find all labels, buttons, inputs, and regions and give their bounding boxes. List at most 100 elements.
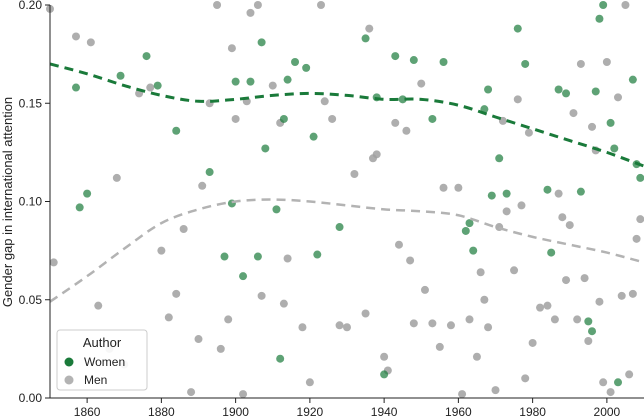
men-point [517, 201, 526, 210]
men-point [435, 342, 444, 351]
men-point [320, 97, 329, 106]
women-point [576, 187, 585, 196]
men-point [446, 321, 455, 330]
men-point [361, 309, 370, 318]
legend-title: Author [83, 335, 122, 350]
men-point [584, 337, 593, 346]
men-point [198, 181, 207, 190]
men-point [502, 207, 511, 216]
x-tick-label: 1940 [371, 405, 398, 417]
men-point [562, 276, 571, 285]
legend-women-label: Women [84, 355, 125, 369]
men-point [246, 8, 255, 17]
men-point [521, 374, 530, 383]
men-point [49, 258, 58, 267]
trend-lines [49, 62, 644, 303]
men-point [187, 388, 196, 397]
women-point [380, 370, 389, 379]
men-point [528, 338, 537, 347]
women-point [261, 144, 270, 153]
men-point [279, 299, 288, 308]
men-point [513, 95, 522, 104]
women-point [465, 219, 474, 228]
men-point [621, 1, 630, 9]
men-point [257, 291, 266, 300]
women-point [502, 189, 511, 198]
men-point [283, 254, 292, 263]
men-point [86, 38, 95, 47]
legend-men-label: Men [84, 373, 107, 387]
women-points [71, 1, 644, 387]
men-point [239, 390, 248, 399]
men-point [576, 59, 585, 68]
men-point [524, 128, 533, 137]
men-point [595, 297, 604, 306]
men-point [157, 246, 166, 255]
women-point [588, 327, 597, 336]
women-point [391, 52, 400, 61]
women-point [495, 154, 504, 163]
women-point [272, 205, 281, 214]
women-point [279, 114, 288, 123]
men-point [510, 266, 519, 275]
women-point [253, 252, 262, 261]
men-point [602, 57, 611, 66]
men-point [328, 114, 337, 123]
men-point [476, 268, 485, 277]
legend-women-marker [64, 357, 74, 367]
men-point [394, 240, 403, 249]
x-tick-label: 1900 [222, 405, 249, 417]
women-point [469, 246, 478, 255]
women-point [439, 57, 448, 66]
women-point [636, 173, 644, 182]
men-point [365, 24, 374, 33]
men-point [253, 1, 262, 9]
men-point [179, 225, 188, 234]
men-trend-line [49, 198, 644, 303]
men-point [491, 386, 500, 395]
women-point [283, 75, 292, 84]
women-point [614, 378, 623, 387]
women-point [584, 317, 593, 326]
men-point [558, 213, 567, 222]
men-point [420, 285, 429, 294]
y-tick-label: 0.05 [19, 293, 43, 307]
women-point [562, 89, 571, 98]
women-point [610, 144, 619, 153]
men-point [465, 315, 474, 324]
men-point [628, 289, 637, 298]
women-point [591, 87, 600, 96]
y-tick-label: 0.00 [19, 391, 43, 405]
x-tick-label: 1980 [519, 405, 546, 417]
women-point [461, 226, 470, 235]
women-point [313, 250, 322, 259]
men-point [565, 221, 574, 230]
men-point [472, 352, 481, 361]
men-point [298, 323, 307, 332]
men-point [268, 81, 277, 90]
y-tick-label: 0.15 [19, 96, 43, 110]
men-point [606, 388, 615, 397]
men-point [614, 93, 623, 102]
women-point [484, 85, 493, 94]
men-point [146, 83, 155, 92]
women-point [71, 83, 80, 92]
men-point [372, 150, 381, 159]
men-point [227, 44, 236, 53]
men-point [224, 315, 233, 324]
women-point [599, 1, 608, 9]
men-point [216, 344, 225, 353]
women-point [361, 34, 370, 43]
men-point [406, 256, 415, 265]
men-point [484, 323, 493, 332]
men-point [543, 301, 552, 310]
men-point [498, 116, 507, 125]
men-point [112, 173, 121, 182]
women-point [409, 56, 418, 65]
men-point [335, 321, 344, 330]
men-point [632, 234, 641, 243]
men-point [194, 335, 203, 344]
men-point [536, 303, 545, 312]
women-point [309, 132, 318, 141]
